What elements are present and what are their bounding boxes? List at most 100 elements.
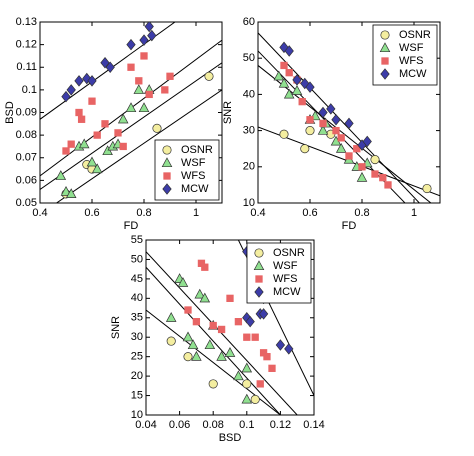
x-tick-label: 0.4: [250, 207, 265, 219]
legend-label: MCW: [399, 68, 427, 80]
y-tick-label: 50: [131, 253, 143, 265]
point: [60, 185, 72, 196]
y-tick-label: 0.08: [16, 129, 37, 141]
point: [166, 336, 176, 346]
point: [117, 113, 129, 124]
x-tick-label: 0.6: [302, 207, 317, 219]
legend-label: WFS: [181, 170, 205, 182]
point: [91, 163, 103, 174]
point: [384, 181, 392, 189]
point: [345, 152, 353, 160]
plot-content: [258, 32, 440, 203]
point: [241, 393, 253, 404]
fit-line: [258, 65, 432, 203]
y-tick-label: 45: [131, 273, 143, 285]
legend-marker: [161, 157, 173, 168]
y-tick-label: 0.1: [22, 84, 37, 96]
y-tick-label: 55: [131, 234, 143, 246]
y-tick-label: 50: [243, 52, 255, 64]
point: [279, 129, 289, 139]
point: [194, 288, 206, 299]
point: [140, 52, 148, 60]
point: [199, 292, 211, 303]
y-tick-label: 0.06: [16, 174, 37, 186]
legend-marker: [163, 172, 171, 180]
point: [166, 72, 174, 80]
point: [125, 102, 137, 113]
point: [224, 347, 236, 357]
legend-label: OSNR: [399, 29, 431, 41]
legend-label: WSF: [399, 42, 424, 54]
point: [100, 56, 110, 69]
point: [209, 321, 217, 330]
point: [243, 333, 251, 341]
y-tick-label: 10: [243, 197, 255, 209]
legend-label: WFS: [399, 55, 423, 67]
point: [317, 124, 329, 135]
point: [66, 84, 76, 96]
y-tick-label: 25: [131, 351, 143, 363]
point: [74, 75, 84, 87]
point: [184, 306, 192, 314]
x-tick-label: 0.14: [303, 419, 324, 431]
y-tick-label: 0.07: [16, 152, 37, 164]
legend-marker: [254, 248, 264, 258]
legend-marker: [381, 57, 389, 65]
point: [201, 263, 209, 271]
point: [353, 145, 361, 153]
legend-marker: [253, 260, 265, 271]
point: [362, 135, 372, 148]
point: [187, 339, 199, 350]
point: [152, 123, 162, 133]
legend-label: MCW: [181, 183, 209, 195]
point: [241, 362, 253, 373]
fit-line: [146, 251, 298, 415]
y-tick-label: 30: [243, 125, 255, 137]
point: [233, 370, 244, 381]
y-tick-label: 0.05: [16, 197, 37, 209]
point: [133, 84, 145, 94]
legend-marker: [255, 275, 263, 283]
point: [370, 155, 380, 165]
point: [165, 312, 177, 322]
point: [273, 70, 285, 81]
point: [284, 45, 294, 57]
x-tick-label: 0.1: [239, 419, 254, 431]
point: [78, 138, 90, 149]
point: [204, 71, 214, 81]
x-tick-label: 1: [193, 207, 199, 219]
y-tick-label: 20: [243, 161, 255, 173]
y-tick-label: 10: [131, 409, 143, 421]
point: [280, 61, 288, 70]
x-axis-label: BSD: [219, 432, 242, 444]
y-tick-label: 15: [131, 389, 143, 401]
point: [250, 394, 260, 404]
point: [242, 379, 252, 389]
x-axis-label: FD: [342, 220, 357, 232]
y-tick-label: 0.12: [16, 39, 37, 51]
point: [298, 97, 306, 106]
subplot: 0.04 0.06 0.08 0.1 0.12 0.14 10 15 20 25 30 35 40 45 5…: [110, 234, 325, 444]
point: [126, 38, 136, 51]
point: [283, 88, 295, 99]
x-tick-label: 0.8: [354, 207, 369, 219]
point: [208, 379, 218, 389]
point: [326, 103, 336, 115]
y-tick-label: 30: [131, 331, 143, 343]
point: [127, 63, 135, 71]
y-tick-label: 40: [131, 292, 143, 304]
point: [144, 22, 154, 33]
legend-marker: [162, 145, 172, 155]
fit-line: [40, 22, 176, 120]
legend-label: MCW: [273, 286, 301, 298]
point: [147, 29, 157, 42]
subplot: 0.4 0.6 0.8 1 0.05 0.06 0.07 0.08 0.09 0.1 0.11 0.1…: [4, 16, 223, 232]
point: [77, 115, 86, 123]
legend-marker: [162, 183, 172, 195]
point: [226, 294, 234, 302]
point: [291, 85, 303, 95]
fit-line: [258, 50, 406, 203]
